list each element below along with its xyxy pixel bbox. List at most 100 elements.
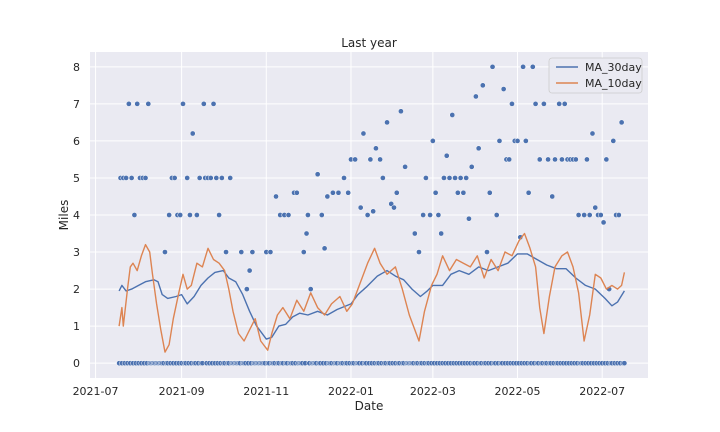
- run-point: [509, 101, 515, 107]
- run-point: [177, 212, 184, 218]
- run-point: [246, 267, 253, 274]
- run-point: [166, 212, 172, 218]
- run-point: [210, 101, 217, 107]
- run-point: [134, 101, 141, 107]
- y-tick-label: 3: [73, 246, 80, 259]
- run-point: [384, 119, 390, 126]
- y-tick-label: 6: [73, 135, 80, 148]
- run-point: [300, 249, 307, 255]
- run-point: [330, 189, 336, 196]
- run-point: [549, 193, 556, 200]
- run-point: [468, 163, 475, 170]
- run-point: [402, 163, 408, 170]
- run-point: [473, 93, 479, 100]
- run-point: [367, 156, 374, 163]
- run-point: [581, 212, 587, 218]
- run-point: [267, 249, 274, 255]
- run-point: [618, 119, 625, 126]
- y-tick-label: 0: [73, 357, 80, 370]
- run-point: [496, 138, 503, 144]
- run-point: [131, 212, 138, 218]
- run-point: [438, 230, 445, 237]
- run-point: [457, 175, 464, 181]
- run-point: [446, 175, 453, 181]
- run-point: [561, 101, 568, 107]
- run-point: [460, 189, 467, 196]
- run-point: [216, 212, 222, 218]
- run-point: [380, 175, 386, 181]
- run-point: [430, 138, 436, 144]
- run-point: [285, 212, 292, 218]
- run-point: [432, 189, 439, 196]
- run-point: [227, 175, 234, 181]
- y-tick-label: 2: [73, 283, 80, 296]
- run-point: [200, 101, 207, 107]
- x-tick-label: 2022-07: [579, 385, 625, 398]
- run-point: [196, 175, 203, 181]
- run-point: [180, 101, 186, 107]
- run-point: [398, 108, 404, 115]
- run-point: [411, 230, 418, 237]
- run-point: [123, 175, 129, 181]
- run-point: [213, 175, 220, 181]
- x-tick-label: 2021-09: [159, 385, 205, 398]
- y-axis-title: Miles: [57, 200, 71, 231]
- run-point: [142, 175, 149, 181]
- run-point: [575, 212, 582, 218]
- run-point: [525, 189, 532, 196]
- run-point: [318, 212, 325, 218]
- run-point: [592, 204, 599, 211]
- x-tick-label: 2021-07: [73, 385, 119, 398]
- run-point: [610, 138, 617, 144]
- y-tick-label: 5: [73, 172, 80, 185]
- series-line-ma-30day: [118, 253, 625, 340]
- run-point: [393, 189, 400, 196]
- run-point: [479, 82, 486, 89]
- run-point: [600, 219, 607, 226]
- run-point: [475, 145, 482, 152]
- run-point: [536, 156, 543, 163]
- run-point: [345, 189, 352, 196]
- run-point: [293, 189, 300, 196]
- run-point: [420, 212, 426, 218]
- legend: MA_30day MA_10day: [548, 57, 643, 94]
- run-point: [449, 112, 456, 118]
- legend-label-ma-10day: MA_10day: [585, 77, 642, 90]
- series-line-ma-10day: [118, 232, 626, 353]
- x-tick-labels: 2021-07 2021-09 2021-11 2022-01 2022-03 2022-…: [73, 385, 626, 398]
- run-point: [443, 152, 450, 159]
- run-point: [556, 101, 563, 107]
- run-point: [194, 212, 200, 218]
- x-tick-label: 2021-11: [243, 385, 289, 398]
- run-point: [162, 249, 168, 255]
- run-point: [391, 204, 397, 211]
- run-point: [377, 156, 383, 163]
- run-point: [493, 212, 500, 218]
- scatter-points: [116, 63, 628, 367]
- run-point: [370, 208, 377, 215]
- run-point: [273, 193, 279, 200]
- chart-title: Last year: [341, 36, 397, 50]
- run-point: [463, 175, 470, 181]
- run-point: [529, 63, 536, 70]
- x-tick-label: 2022-01: [328, 385, 374, 398]
- run-point: [541, 101, 547, 107]
- run-point: [305, 212, 311, 218]
- run-point: [616, 212, 622, 218]
- y-tick-labels: 0 1 2 3 4 5 6 7 8: [73, 61, 80, 370]
- legend-label-ma-30day: MA_30day: [585, 61, 642, 74]
- run-point: [532, 101, 539, 107]
- run-point: [545, 156, 551, 163]
- run-point: [244, 286, 250, 292]
- x-tick-label: 2022-03: [410, 385, 456, 398]
- run-point: [364, 212, 371, 218]
- run-point: [506, 156, 513, 163]
- run-point: [249, 249, 256, 255]
- run-point: [360, 130, 367, 137]
- y-tick-label: 7: [73, 98, 80, 111]
- run-point: [187, 212, 193, 218]
- run-point: [603, 156, 610, 163]
- y-tick-label: 1: [73, 320, 80, 333]
- run-point: [523, 138, 529, 144]
- run-point: [126, 101, 132, 107]
